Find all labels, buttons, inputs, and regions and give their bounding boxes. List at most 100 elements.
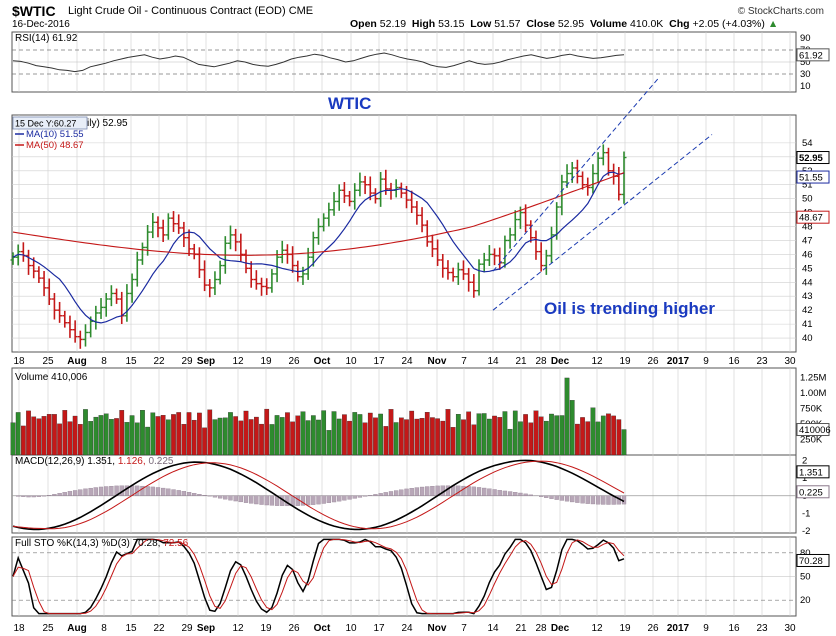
macd-histogram-bar — [21, 495, 26, 497]
x-tick-label-bottom: 25 — [42, 623, 54, 634]
volume-bar — [10, 422, 16, 456]
x-tick-label-bottom: 23 — [756, 623, 768, 634]
x-tick-label-bottom: 28 — [535, 623, 547, 634]
macd-histogram-bar — [394, 490, 399, 496]
macd-histogram-bar — [590, 495, 596, 505]
volume-bar — [191, 419, 197, 456]
x-tick-label-bottom: 12 — [232, 623, 244, 634]
x-tick-label-bottom: 14 — [487, 623, 499, 634]
macd-legend-hist: 0.225 — [148, 456, 173, 467]
volume-bar — [393, 422, 399, 456]
macd-tick-label: 1 — [802, 473, 807, 484]
volume-bar — [362, 422, 368, 456]
x-tick-label: 29 — [181, 356, 193, 367]
volume-tick-label: 250K — [800, 434, 823, 445]
price-tick-label: 46 — [802, 249, 813, 260]
x-tick-label: 22 — [153, 356, 165, 367]
x-tick-label-bottom: 18 — [13, 623, 25, 634]
macd-histogram-bar — [269, 495, 275, 506]
x-tick-label-bottom: 10 — [345, 623, 357, 634]
x-tick-label-bottom: Aug — [67, 623, 86, 634]
macd-histogram-bar — [145, 486, 150, 496]
volume-bar — [145, 426, 150, 456]
macd-histogram-bar — [223, 495, 228, 500]
volume-tick-label: 1.00M — [800, 388, 826, 399]
volume-value-box — [796, 423, 830, 437]
price-tick-label: 41 — [802, 319, 813, 330]
volume-bar — [129, 415, 135, 456]
price-tick-label: 50 — [802, 194, 813, 205]
macd-histogram-bar — [155, 487, 161, 496]
macd-histogram-bar — [161, 487, 166, 496]
volume-bar — [181, 424, 187, 456]
macd-hist-value-label: 0.225 — [799, 487, 823, 498]
volume-bar — [564, 377, 570, 456]
last-price-label: 52.95 — [799, 153, 823, 164]
ma10-line — [12, 171, 625, 324]
volume-bar — [31, 416, 37, 456]
sto-legend-d: 72.56 — [163, 538, 188, 549]
volume-bar — [285, 412, 290, 456]
ma10-value-box — [796, 170, 830, 184]
macd-legend-signal: 1.126, — [118, 456, 149, 467]
macd-histogram-bar — [466, 486, 471, 496]
volume-bar — [46, 414, 52, 456]
x-tick-label: 14 — [487, 356, 499, 367]
volume-bar — [357, 414, 363, 456]
volume-tick-label: 750K — [800, 403, 823, 414]
volume-bar — [165, 419, 171, 456]
price-legend: ily) 52.95 — [87, 118, 128, 129]
volume-bar — [83, 409, 88, 456]
macd-hist-value-box — [796, 485, 830, 499]
x-tick-label-bottom: 26 — [647, 623, 659, 634]
chg-arrow-icon: ▲ — [767, 18, 779, 30]
volume-bar — [538, 416, 544, 456]
volume-bar — [269, 424, 275, 456]
x-tick-label-bottom: 29 — [181, 623, 193, 634]
last-price-box — [796, 151, 830, 165]
chart-header: $WTIC Light Crude Oil - Continuous Contr… — [0, 0, 836, 32]
volume-bar — [36, 418, 42, 456]
rsi-tick-label: 90 — [800, 33, 811, 44]
volume-bar — [150, 412, 156, 456]
volume-bar — [243, 410, 249, 456]
volume-tick-label: 1.25M — [800, 372, 826, 383]
rsi-tick-label: 10 — [800, 81, 811, 92]
macd-histogram-bar — [259, 495, 264, 505]
macd-histogram-bar — [238, 495, 243, 503]
volume-bar — [233, 416, 239, 456]
price-tick-label: 43 — [802, 291, 813, 302]
macd-histogram-bar — [98, 486, 104, 496]
ma50-line — [12, 172, 625, 256]
macd-histogram-bar — [523, 493, 528, 496]
sto-d-line — [12, 538, 625, 615]
rsi-legend: RSI(14) 61.92 — [15, 33, 78, 44]
x-tick-label: 8 — [101, 356, 107, 367]
volume-bar — [575, 423, 580, 456]
macd-value-box — [796, 465, 830, 479]
volume-bar — [186, 412, 192, 456]
x-tick-label-bottom: 7 — [461, 623, 467, 634]
macd-histogram-bar — [564, 495, 570, 502]
macd-histogram-bar — [217, 495, 223, 499]
volume-bar — [590, 407, 596, 456]
macd-histogram-bar — [419, 486, 425, 496]
sto-legend: Full STO %K(14,3) %D(3) 70.28, 72.56 — [15, 538, 189, 549]
macd-histogram-bar — [192, 493, 197, 496]
cursor-tooltip — [12, 116, 88, 130]
macd-histogram-bar — [554, 495, 559, 500]
macd-tick-label: -2 — [802, 526, 810, 537]
volume-bar — [492, 415, 497, 456]
macd-histogram-bar — [373, 494, 378, 496]
volume-bar — [481, 413, 487, 456]
volume-bar — [455, 414, 461, 456]
macd-histogram-bar — [559, 495, 565, 501]
macd-histogram-bar — [383, 492, 388, 496]
volume-bar — [290, 421, 295, 456]
sto-value-label: 70.28 — [799, 556, 823, 567]
volume-bar — [611, 415, 616, 456]
x-tick-label-bottom: Oct — [314, 623, 331, 634]
x-tick-label-bottom: Nov — [428, 623, 447, 634]
x-tick-label-bottom: 21 — [515, 623, 527, 634]
